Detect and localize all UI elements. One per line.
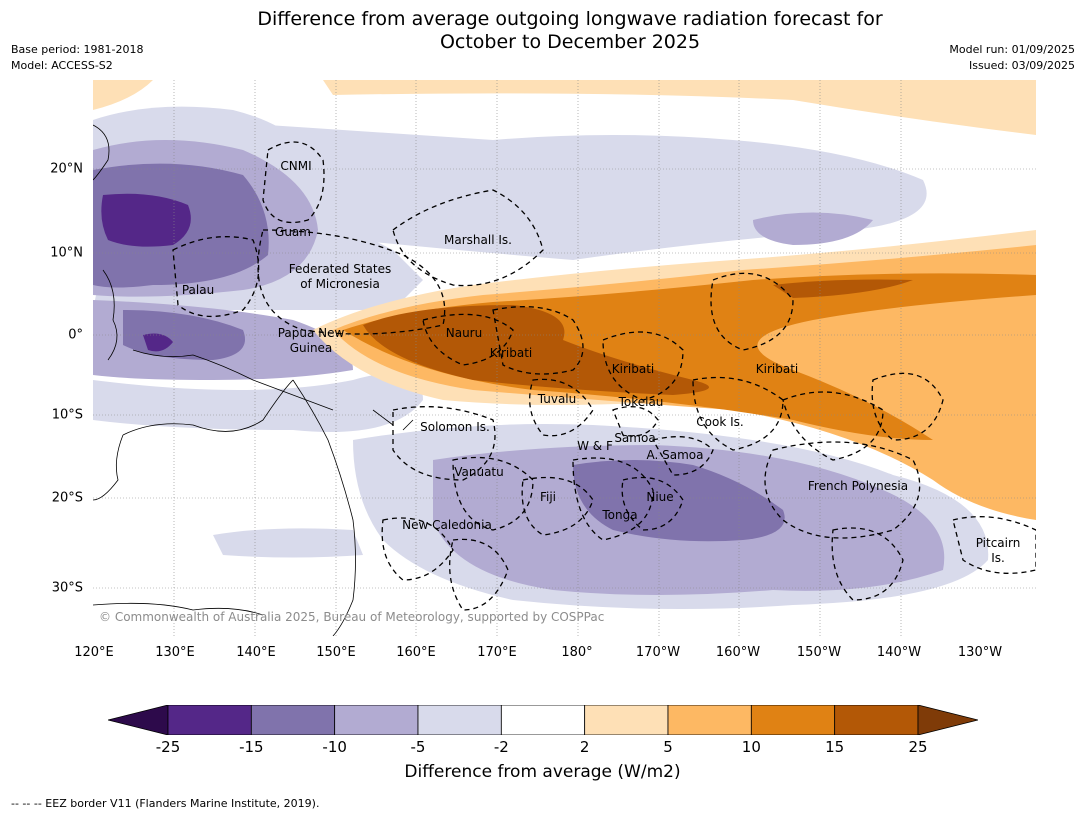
- label-palau: Palau: [182, 283, 214, 297]
- y-tick: 20°S: [51, 490, 83, 506]
- label-asamoa: A. Samoa: [647, 448, 704, 462]
- colorbar-segment: [334, 705, 419, 735]
- model-name: Model: ACCESS-S2: [11, 59, 113, 72]
- label-guam: Guam: [275, 225, 311, 239]
- label-pitcairn-1: Pitcairn: [976, 536, 1021, 550]
- label-nauru: Nauru: [446, 326, 482, 340]
- label-png-1: Papua New: [278, 326, 345, 340]
- y-tick: 10°S: [51, 407, 83, 423]
- colorbar-segment: [417, 705, 502, 735]
- meta-right: Model run: 01/09/2025 Issued: 03/09/2025: [949, 42, 1075, 74]
- y-tick: 30°S: [51, 580, 83, 596]
- colorbar-tick-label: 15: [825, 738, 845, 756]
- label-tuvalu: Tuvalu: [537, 392, 577, 406]
- colorbar-extend-low: [108, 705, 169, 735]
- label-png-2: Guinea: [290, 341, 333, 355]
- colorbar-tick-label: -2: [493, 738, 509, 756]
- label-tonga: Tonga: [601, 508, 637, 522]
- x-tick: 130°W: [957, 645, 1003, 660]
- label-solomon: Solomon Is.: [420, 420, 490, 434]
- x-tick: 130°E: [155, 645, 195, 660]
- title-line-2: October to December 2025: [439, 31, 701, 53]
- x-tick: 150°W: [796, 645, 842, 660]
- issued-date: Issued: 03/09/2025: [968, 59, 1075, 72]
- colorbar-segment: [750, 705, 836, 735]
- label-kiribati-2: Kiribati: [612, 362, 654, 376]
- colorbar: [108, 705, 978, 735]
- anomaly-brown: [363, 279, 913, 395]
- y-tick: 10°N: [50, 245, 83, 261]
- label-fsm-1: Federated States: [289, 262, 391, 276]
- colorbar-segment: [584, 705, 669, 735]
- label-samoa: Samoa: [614, 431, 655, 445]
- x-tick: 160°W: [715, 645, 761, 660]
- label-new-caledonia: New Caledonia: [402, 518, 492, 532]
- colorbar-tick-label: 2: [579, 738, 590, 756]
- label-cook: Cook Is.: [696, 415, 743, 429]
- colorbar-tick-label: -5: [410, 738, 426, 756]
- colorbar-segment: [167, 705, 252, 735]
- colorbar-tick-label: 5: [663, 738, 673, 756]
- colorbar-segment: [834, 705, 919, 735]
- colorbar-tick-label: 10: [741, 738, 761, 756]
- copyright-notice: © Commonwealth of Australia 2025, Bureau…: [99, 610, 604, 624]
- label-cnmi: CNMI: [280, 159, 311, 173]
- label-kiribati-3: Kiribati: [756, 362, 798, 376]
- map-svg: CNMI Guam Marshall Is. Federated States …: [93, 80, 1036, 636]
- label-fsm-2: of Micronesia: [300, 277, 380, 291]
- colorbar-tick-label: -10: [322, 738, 347, 756]
- y-tick: 20°N: [50, 161, 83, 177]
- label-pitcairn-2: Is.: [991, 551, 1005, 565]
- x-tick: 170°E: [477, 645, 517, 660]
- eez-footer-note: -- -- -- EEZ border V11 (Flanders Marine…: [11, 797, 320, 810]
- model-run: Model run: 01/09/2025: [949, 43, 1075, 56]
- gridlines: [93, 80, 1036, 636]
- x-tick: 140°W: [876, 645, 922, 660]
- colorbar-segment: [250, 705, 336, 735]
- x-tick: 180°: [561, 645, 593, 660]
- colorbar-segment: [667, 705, 752, 735]
- label-wf: W & F: [577, 439, 613, 453]
- label-fiji: Fiji: [540, 490, 556, 504]
- x-tick: 170°W: [635, 645, 681, 660]
- map-title: Difference from average outgoing longwav…: [0, 8, 1085, 54]
- x-tick: 120°E: [74, 645, 114, 660]
- label-niue: Niue: [646, 490, 673, 504]
- colorbar-tick-label: -25: [155, 738, 181, 756]
- label-marshall: Marshall Is.: [444, 233, 512, 247]
- region-labels: CNMI Guam Marshall Is. Federated States …: [182, 159, 1020, 565]
- label-french-polynesia: French Polynesia: [808, 479, 908, 493]
- x-tick: 150°E: [316, 645, 356, 660]
- map-panel: CNMI Guam Marshall Is. Federated States …: [93, 80, 1036, 636]
- meta-left: Base period: 1981-2018 Model: ACCESS-S2: [11, 42, 143, 74]
- colorbar-title: Difference from average (W/m2): [404, 762, 681, 782]
- colorbar-tick-label: 25: [908, 738, 928, 756]
- coastlines: [93, 124, 414, 636]
- anomaly-deep-purple: [101, 193, 191, 352]
- y-tick: 0°: [68, 327, 83, 343]
- x-tick: 140°E: [236, 645, 276, 660]
- label-vanuatu: Vanuatu: [454, 465, 504, 479]
- eez-borders: [172, 141, 1036, 611]
- colorbar-segment: [500, 705, 586, 735]
- label-tokelau: Tokelau: [618, 395, 664, 409]
- title-line-1: Difference from average outgoing longwav…: [257, 8, 883, 30]
- colorbar-extend-high: [917, 705, 978, 735]
- x-tick: 160°E: [396, 645, 436, 660]
- base-period: Base period: 1981-2018: [11, 43, 144, 56]
- colorbar-tick-label: -15: [239, 738, 264, 756]
- label-kiribati-1: Kiribati: [490, 346, 532, 360]
